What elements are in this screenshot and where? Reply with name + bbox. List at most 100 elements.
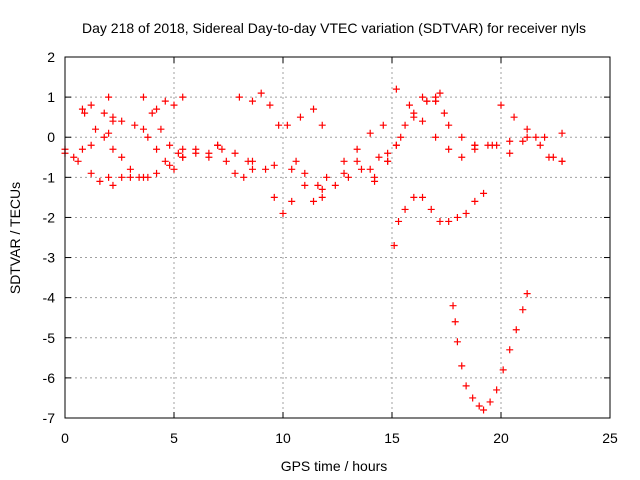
x-tick-label: 0 bbox=[61, 430, 69, 446]
data-point bbox=[375, 153, 383, 161]
data-point bbox=[109, 145, 117, 153]
plot-frame bbox=[64, 56, 611, 419]
data-point bbox=[353, 145, 361, 153]
data-point bbox=[310, 197, 318, 205]
data-point bbox=[512, 326, 520, 334]
data-point bbox=[497, 101, 505, 109]
data-point bbox=[174, 149, 182, 157]
data-point bbox=[301, 169, 309, 177]
series-s30 bbox=[449, 290, 531, 414]
data-point bbox=[392, 141, 400, 149]
series-s15 bbox=[283, 105, 326, 129]
data-point bbox=[397, 133, 405, 141]
y-tick-label: -2 bbox=[43, 209, 56, 225]
data-point bbox=[105, 93, 113, 101]
data-point bbox=[395, 217, 403, 225]
data-point bbox=[100, 109, 108, 117]
data-point bbox=[445, 145, 453, 153]
data-point bbox=[153, 105, 161, 113]
data-point bbox=[519, 137, 527, 145]
data-point bbox=[248, 97, 256, 105]
data-point bbox=[118, 173, 126, 181]
data-point bbox=[331, 181, 339, 189]
series-s19 bbox=[323, 85, 400, 181]
data-point bbox=[283, 121, 291, 129]
chart-title: Day 218 of 2018, Sidereal Day-to-day VTE… bbox=[82, 20, 586, 36]
data-point bbox=[449, 302, 457, 310]
series-s24 bbox=[432, 97, 479, 149]
y-tick-label: -1 bbox=[43, 169, 56, 185]
data-point bbox=[510, 113, 518, 121]
data-point bbox=[519, 306, 527, 314]
series-s14 bbox=[248, 157, 296, 217]
series-s8 bbox=[139, 93, 182, 157]
data-point bbox=[453, 213, 461, 221]
data-point bbox=[458, 133, 466, 141]
data-point bbox=[419, 117, 427, 125]
data-point bbox=[390, 242, 398, 250]
data-point bbox=[469, 394, 477, 402]
data-point bbox=[506, 137, 514, 145]
y-tick-label: -4 bbox=[43, 290, 56, 306]
data-point bbox=[318, 185, 326, 193]
data-point bbox=[161, 157, 169, 165]
y-tick-label: -7 bbox=[43, 410, 56, 426]
data-point bbox=[81, 109, 89, 117]
data-point bbox=[135, 173, 143, 181]
data-point bbox=[499, 366, 507, 374]
data-point bbox=[558, 157, 566, 165]
x-tick-label: 5 bbox=[170, 430, 178, 446]
data-point bbox=[480, 189, 488, 197]
data-point bbox=[240, 173, 248, 181]
data-point bbox=[153, 145, 161, 153]
series-s3 bbox=[81, 109, 113, 141]
x-tick-label: 15 bbox=[384, 430, 400, 446]
series-s6 bbox=[109, 153, 187, 189]
series-s13 bbox=[235, 89, 283, 129]
data-point bbox=[170, 165, 178, 173]
y-tick-label: -3 bbox=[43, 250, 56, 266]
data-point bbox=[310, 105, 318, 113]
data-point bbox=[410, 193, 418, 201]
data-point bbox=[96, 177, 104, 185]
data-point bbox=[541, 133, 549, 141]
data-point bbox=[506, 149, 514, 157]
data-point bbox=[292, 157, 300, 165]
grid-layer bbox=[65, 57, 610, 418]
data-point bbox=[440, 109, 448, 117]
x-tick-label: 25 bbox=[602, 430, 618, 446]
data-point bbox=[87, 141, 95, 149]
data-point bbox=[318, 121, 326, 129]
data-point bbox=[257, 89, 265, 97]
series-s23 bbox=[405, 93, 448, 117]
data-point bbox=[445, 121, 453, 129]
data-point bbox=[432, 97, 440, 105]
data-point bbox=[392, 85, 400, 93]
data-point bbox=[423, 97, 431, 105]
data-point bbox=[493, 386, 501, 394]
x-tick-label: 10 bbox=[275, 430, 291, 446]
data-point bbox=[288, 197, 296, 205]
data-point bbox=[279, 209, 287, 217]
data-point bbox=[366, 129, 374, 137]
data-point bbox=[262, 165, 270, 173]
data-point bbox=[78, 105, 86, 113]
series-s7 bbox=[109, 145, 152, 181]
y-tick-label: 1 bbox=[47, 89, 55, 105]
data-point bbox=[453, 338, 461, 346]
data-point bbox=[384, 157, 392, 165]
data-point bbox=[70, 153, 78, 161]
data-point bbox=[92, 125, 100, 133]
data-point bbox=[288, 165, 296, 173]
data-point bbox=[471, 197, 479, 205]
data-point bbox=[344, 173, 352, 181]
data-point bbox=[340, 157, 348, 165]
data-point bbox=[222, 157, 230, 165]
series-s26 bbox=[471, 129, 566, 149]
series-s27 bbox=[497, 101, 566, 165]
data-point bbox=[353, 157, 361, 165]
data-point bbox=[366, 165, 374, 173]
data-point bbox=[536, 141, 544, 149]
data-point bbox=[153, 169, 161, 177]
